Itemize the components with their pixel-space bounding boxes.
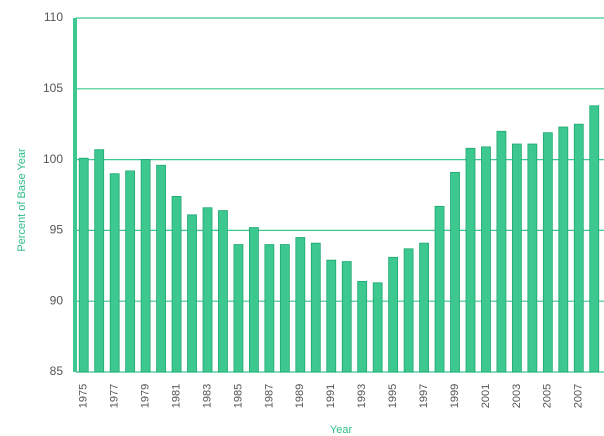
x-tick-label: 1981 (170, 384, 182, 408)
bar (450, 171, 460, 373)
y-tick-label: 110 (44, 10, 63, 24)
bar (403, 248, 414, 373)
y-axis-title: Percent of Base Year (16, 148, 28, 252)
x-tick-label: 2001 (480, 384, 492, 408)
bar (341, 261, 352, 373)
bar (481, 146, 491, 373)
x-tick-label: 1983 (201, 384, 213, 408)
bar (140, 159, 151, 373)
bar (156, 164, 166, 373)
x-tick-label: 2007 (573, 384, 585, 408)
bar (310, 242, 321, 373)
bar (326, 259, 337, 373)
x-tick-label: 2005 (542, 384, 554, 408)
bar (388, 256, 399, 373)
x-tick-label: 1991 (325, 384, 337, 408)
bar (264, 244, 275, 373)
bar (279, 244, 290, 373)
x-tick-label: 1997 (418, 384, 430, 408)
bar (527, 143, 538, 373)
bar (202, 207, 213, 373)
bar (419, 242, 429, 373)
x-tick-label: 1987 (263, 384, 275, 408)
y-tick-label: 85 (50, 364, 64, 378)
bar (249, 227, 259, 373)
x-tick-label: 1993 (356, 384, 368, 408)
bar (511, 143, 522, 373)
bar (465, 147, 476, 373)
x-tick-label: 2003 (511, 384, 523, 408)
x-tick-label: 1975 (78, 384, 90, 408)
x-tick-label: 1979 (140, 384, 152, 408)
bar (109, 173, 120, 373)
y-tick-label: 100 (43, 152, 63, 166)
bar (589, 105, 600, 373)
x-tick-label: 1989 (294, 384, 306, 408)
y-tick-label: 105 (43, 81, 63, 95)
bar (357, 280, 368, 373)
bar (94, 149, 105, 373)
x-tick-label: 1995 (387, 384, 399, 408)
bar (542, 132, 553, 373)
bar (434, 205, 445, 373)
y-tick-label: 90 (50, 293, 64, 307)
bar (125, 170, 136, 373)
bar (573, 123, 584, 373)
bar (295, 237, 306, 373)
bar (78, 157, 89, 373)
x-tick-label: 1999 (449, 384, 461, 408)
bar (558, 126, 569, 373)
y-axis (73, 18, 77, 372)
bar (171, 196, 182, 373)
bar (372, 282, 383, 373)
bar (233, 244, 244, 373)
x-tick-label: 1977 (109, 384, 121, 408)
x-tick-label: 1985 (232, 384, 244, 408)
bar (187, 214, 197, 373)
x-axis-title: Year (330, 424, 353, 436)
y-tick-label: 95 (50, 223, 64, 237)
bar (218, 210, 228, 373)
bar (496, 130, 507, 373)
